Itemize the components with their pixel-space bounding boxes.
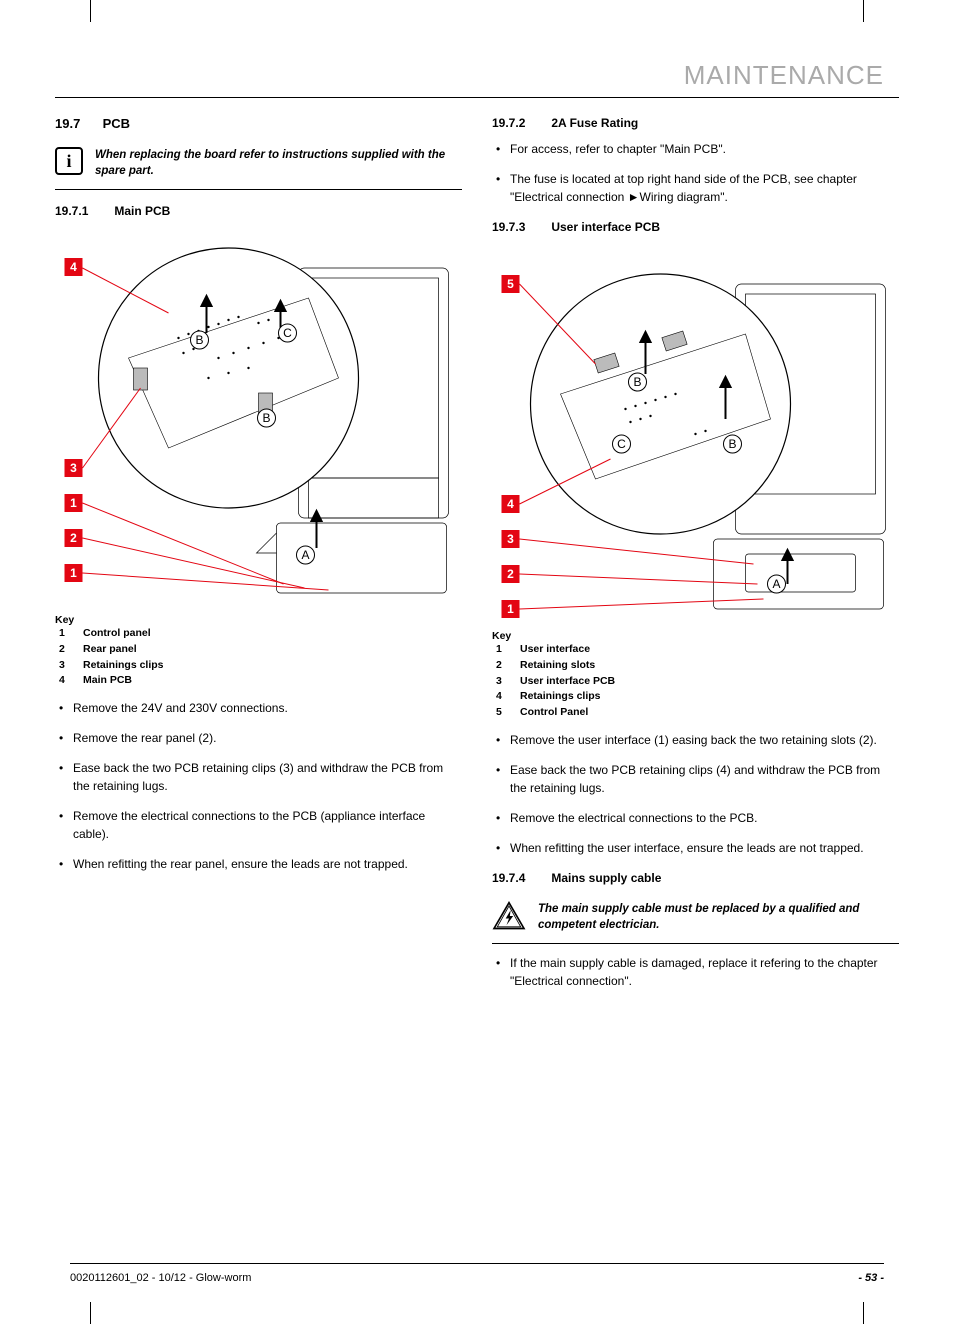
step-item: When refitting the user interface, ensur…: [492, 839, 899, 857]
callout-number: 2: [507, 567, 514, 581]
step-item: Remove the user interface (1) easing bac…: [492, 731, 899, 749]
callout-letter: C: [283, 326, 292, 340]
callout-number: 2: [70, 531, 77, 545]
info-box: i When replacing the board refer to inst…: [55, 141, 462, 190]
page-header: MAINTENANCE: [55, 40, 899, 98]
subsection-title: User interface PCB: [551, 220, 660, 234]
section-title: PCB: [103, 116, 130, 131]
callout-number: 4: [507, 497, 514, 511]
step-item: When refitting the rear panel, ensure th…: [55, 855, 462, 873]
info-text: When replacing the board refer to instru…: [95, 147, 462, 179]
right-column: 19.7.2 2A Fuse Rating For access, refer …: [492, 116, 899, 1002]
callout-number: 1: [70, 566, 77, 580]
step-item: Ease back the two PCB retaining clips (3…: [55, 759, 462, 795]
callout-number: 5: [507, 277, 514, 291]
callout-number: 1: [70, 496, 77, 510]
step-item: Remove the 24V and 230V connections.: [55, 699, 462, 717]
subsection-heading: 19.7.2 2A Fuse Rating: [492, 116, 899, 130]
crop-mark: [863, 0, 864, 22]
crop-mark: [863, 1302, 864, 1324]
footer-docref: 0020112601_02 - 10/12 - Glow-worm: [70, 1272, 251, 1284]
step-list: Remove the user interface (1) easing bac…: [492, 731, 899, 857]
key-list: 1Control panel 2Rear panel 3Retainings c…: [55, 626, 462, 689]
key-title: Key: [55, 614, 462, 626]
callout-letter: C: [617, 437, 626, 451]
header-title: MAINTENANCE: [684, 60, 884, 90]
subsection-heading: 19.7.3 User interface PCB: [492, 220, 899, 234]
subsection-title: Main PCB: [114, 204, 170, 218]
callout-letter: B: [728, 437, 736, 451]
section-heading: 19.7 PCB: [55, 116, 462, 131]
crop-mark: [90, 1302, 91, 1324]
left-column: 19.7 PCB i When replacing the board refe…: [55, 116, 462, 1002]
diagram-svg: B C B A 4 3 1 2 1: [55, 228, 462, 608]
info-icon: i: [55, 147, 83, 175]
crop-mark: [90, 0, 91, 22]
subsection-number: 19.7.4: [492, 871, 548, 885]
subsection-title: 2A Fuse Rating: [551, 116, 638, 130]
step-item: If the main supply cable is damaged, rep…: [492, 954, 899, 990]
footer-page-number: - 53 -: [858, 1272, 884, 1284]
callout-letter: A: [301, 548, 309, 562]
step-item: The fuse is located at top right hand si…: [492, 170, 899, 206]
callout-number: 1: [507, 602, 514, 616]
subsection-number: 19.7.2: [492, 116, 548, 130]
step-item: Remove the rear panel (2).: [55, 729, 462, 747]
callout-letter: B: [262, 411, 270, 425]
page-footer: 0020112601_02 - 10/12 - Glow-worm - 53 -: [70, 1263, 884, 1284]
subsection-title: Mains supply cable: [551, 871, 661, 885]
step-list: If the main supply cable is damaged, rep…: [492, 954, 899, 990]
subsection-number: 19.7.1: [55, 204, 111, 218]
callout-number: 4: [70, 260, 77, 274]
step-item: Remove the electrical connections to the…: [55, 807, 462, 843]
callout-letter: B: [195, 333, 203, 347]
key-list: 1User interface 2Retaining slots 3User i…: [492, 642, 899, 721]
diagram-svg: B C B A 5 4 3 2 1: [492, 244, 899, 624]
step-list: Remove the 24V and 230V connections. Rem…: [55, 699, 462, 873]
callout-letter: A: [772, 577, 780, 591]
callout-letter: B: [633, 375, 641, 389]
warning-box: The main supply cable must be replaced b…: [492, 895, 899, 944]
warning-text: The main supply cable must be replaced b…: [538, 901, 899, 933]
diagram-main-pcb: B C B A 4 3 1 2 1: [55, 228, 462, 608]
key-title: Key: [492, 630, 899, 642]
electrical-hazard-icon: [492, 901, 526, 931]
step-item: Remove the electrical connections to the…: [492, 809, 899, 827]
callout-number: 3: [507, 532, 514, 546]
step-item: For access, refer to chapter "Main PCB".: [492, 140, 899, 158]
callout-number: 3: [70, 461, 77, 475]
subsection-heading: 19.7.4 Mains supply cable: [492, 871, 899, 885]
diagram-ui-pcb: B C B A 5 4 3 2 1: [492, 244, 899, 624]
subsection-number: 19.7.3: [492, 220, 548, 234]
step-list: For access, refer to chapter "Main PCB".…: [492, 140, 899, 206]
subsection-heading: 19.7.1 Main PCB: [55, 204, 462, 218]
section-number: 19.7: [55, 116, 99, 131]
step-item: Ease back the two PCB retaining clips (4…: [492, 761, 899, 797]
